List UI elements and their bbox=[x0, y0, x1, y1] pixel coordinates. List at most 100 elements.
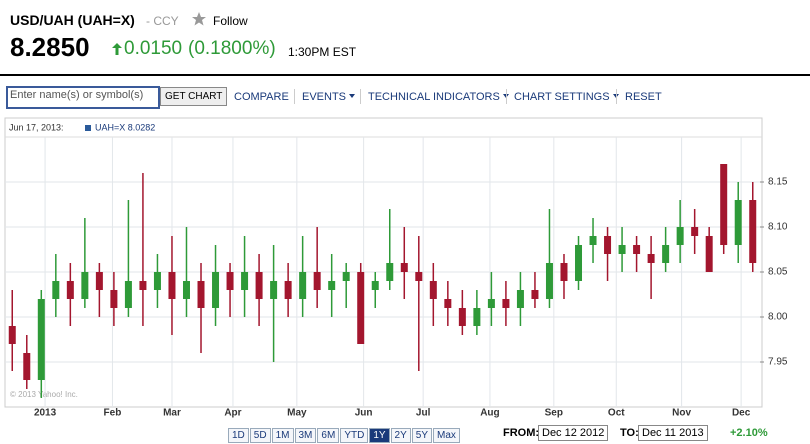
reset-link[interactable]: RESET bbox=[625, 91, 662, 103]
x-tick-label: Jun bbox=[355, 408, 373, 419]
up-arrow bbox=[112, 43, 122, 55]
candle-body bbox=[720, 164, 728, 245]
candle-body bbox=[197, 281, 205, 308]
indicators-link[interactable]: TECHNICAL INDICATORS bbox=[368, 91, 509, 103]
candle-body bbox=[531, 290, 539, 299]
legend-swatch bbox=[85, 125, 91, 131]
label: TECHNICAL INDICATORS bbox=[368, 91, 500, 103]
candle-body bbox=[662, 245, 670, 263]
from-label: FROM: bbox=[503, 427, 540, 439]
candle-body bbox=[647, 254, 655, 263]
x-tick-label: Dec bbox=[732, 408, 751, 419]
x-tick-label: Feb bbox=[104, 408, 122, 419]
candle-body bbox=[168, 272, 176, 299]
x-tick-label: Jul bbox=[416, 408, 431, 419]
x-tick-label: Mar bbox=[163, 408, 181, 419]
range-button[interactable]: 1M bbox=[271, 428, 294, 443]
candle-body bbox=[516, 290, 524, 308]
candle-body bbox=[241, 272, 249, 290]
label: CHART SETTINGS bbox=[514, 91, 610, 103]
y-tick-label: 8.00 bbox=[768, 312, 788, 323]
to-label: TO: bbox=[620, 427, 639, 439]
x-tick-label: Nov bbox=[672, 408, 691, 419]
candle-body bbox=[8, 326, 16, 344]
candle-body bbox=[226, 272, 234, 290]
settings-link[interactable]: CHART SETTINGS bbox=[514, 91, 619, 103]
exchange: - CCY bbox=[146, 14, 179, 28]
candle-body bbox=[705, 236, 713, 272]
separator bbox=[294, 89, 295, 104]
range-button[interactable]: 5D bbox=[249, 428, 271, 443]
legend-date: Jun 17, 2013: bbox=[9, 122, 64, 132]
to-input[interactable]: Dec 11 2013 bbox=[638, 425, 708, 441]
x-tick-label: 2013 bbox=[34, 408, 57, 419]
candle-body bbox=[66, 281, 74, 299]
quote-time: 1:30PM EST bbox=[288, 45, 357, 59]
from-input[interactable]: Dec 12 2012 bbox=[538, 425, 609, 441]
candle-body bbox=[575, 245, 583, 281]
candle-body bbox=[23, 353, 31, 380]
candle-body bbox=[589, 236, 597, 245]
change: 0.0150 bbox=[124, 38, 183, 59]
candle-body bbox=[400, 263, 408, 272]
chart: Jun 17, 2013: UAH=X 8.0282 © 2013 Yahoo!… bbox=[4, 117, 788, 419]
legend-label: UAH=X 8.0282 bbox=[95, 122, 155, 132]
change-pct: (0.1800%) bbox=[188, 38, 276, 59]
range-button[interactable]: 1Y bbox=[369, 428, 390, 443]
candle-body bbox=[284, 281, 292, 299]
candle-body bbox=[386, 263, 394, 281]
range-button[interactable]: YTD bbox=[340, 428, 369, 443]
candle-body bbox=[110, 290, 118, 308]
candle-body bbox=[734, 200, 742, 245]
y-tick-label: 8.15 bbox=[768, 177, 788, 188]
candle-body bbox=[371, 281, 379, 290]
watermark: © 2013 Yahoo! Inc. bbox=[10, 390, 78, 399]
candle-body bbox=[182, 281, 190, 299]
separator bbox=[506, 89, 507, 104]
events-link[interactable]: EVENTS bbox=[302, 91, 356, 103]
range-button[interactable]: 1D bbox=[228, 428, 249, 443]
candle-body bbox=[633, 245, 641, 254]
price: 8.2850 bbox=[10, 32, 90, 62]
range-button[interactable]: 6M bbox=[317, 428, 340, 443]
candle-body bbox=[342, 272, 350, 281]
separator bbox=[360, 89, 361, 104]
candle-body bbox=[749, 200, 757, 263]
candle-body bbox=[299, 272, 307, 299]
range-button[interactable]: 2Y bbox=[390, 428, 411, 443]
divider bbox=[0, 74, 810, 76]
candle-body bbox=[429, 281, 437, 299]
symbol: USD/UAH (UAH=X) bbox=[10, 12, 135, 28]
x-tick-label: Aug bbox=[480, 408, 499, 419]
star-icon[interactable] bbox=[192, 12, 206, 26]
candle-body bbox=[328, 281, 336, 290]
x-tick-label: Oct bbox=[608, 408, 625, 419]
symbol-input[interactable]: Enter name(s) or symbol(s) bbox=[6, 86, 160, 109]
candle-body bbox=[95, 272, 103, 290]
candle-body bbox=[270, 281, 278, 299]
range-button[interactable]: 5Y bbox=[411, 428, 433, 443]
candle-body bbox=[444, 299, 452, 308]
candle-body bbox=[52, 281, 60, 299]
range-button[interactable]: Max bbox=[433, 428, 460, 443]
label: EVENTS bbox=[302, 91, 347, 103]
compare-link[interactable]: COMPARE bbox=[234, 91, 289, 103]
candle-body bbox=[458, 308, 466, 326]
candle-body bbox=[618, 245, 626, 254]
candle-body bbox=[313, 272, 321, 290]
candle-body bbox=[473, 308, 481, 326]
range-button[interactable]: 3M bbox=[294, 428, 317, 443]
candle-body bbox=[545, 263, 553, 299]
follow[interactable]: Follow bbox=[213, 14, 248, 28]
get-chart-button[interactable]: GET CHART bbox=[160, 87, 228, 106]
candle-body bbox=[255, 272, 263, 299]
candle-body bbox=[37, 299, 45, 380]
x-tick-label: May bbox=[287, 408, 307, 419]
candle-body bbox=[502, 299, 510, 308]
y-tick-label: 8.10 bbox=[768, 222, 788, 233]
x-tick-label: Sep bbox=[545, 408, 563, 419]
y-tick-label: 7.95 bbox=[768, 357, 788, 368]
candle-body bbox=[487, 299, 495, 308]
candle-body bbox=[153, 272, 161, 290]
